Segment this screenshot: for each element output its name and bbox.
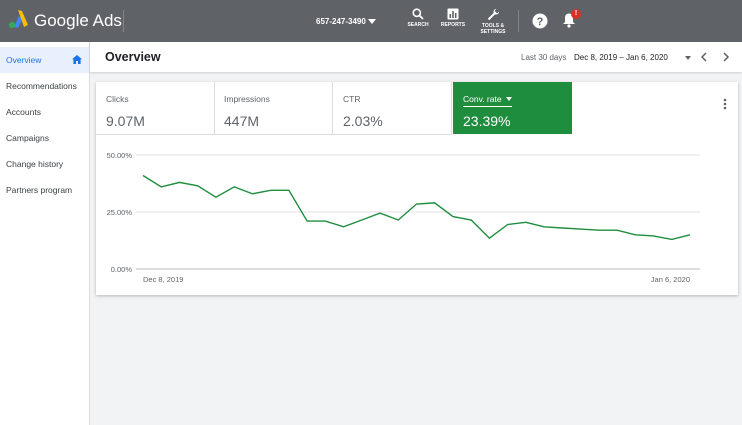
google-ads-logo-icon bbox=[8, 10, 28, 28]
metric-label: Clicks bbox=[106, 94, 129, 104]
search-icon bbox=[412, 8, 424, 20]
sidebar-item-label: Recommendations bbox=[6, 81, 77, 91]
metric-selector[interactable]: Conv. rate bbox=[463, 94, 512, 107]
sidebar-item-label: Partners program bbox=[6, 185, 73, 195]
metric-value: 23.39% bbox=[463, 113, 511, 129]
conv-rate-series-line bbox=[142, 174, 691, 241]
date-range-dropdown-icon[interactable] bbox=[685, 56, 691, 60]
metric-value: 447M bbox=[224, 113, 260, 129]
conv-rate-chart: 50.00% 25.00% 0.00% Dec 8, 2019 Jan 6, 2… bbox=[107, 151, 700, 284]
sidebar-item-label: Change history bbox=[6, 159, 64, 169]
sidebar-item-label: Accounts bbox=[6, 107, 41, 117]
x-tick-label-end: Jan 6, 2020 bbox=[651, 275, 690, 284]
sidebar-item-accounts[interactable]: Accounts bbox=[0, 99, 89, 125]
reports-label: REPORTS bbox=[440, 22, 466, 28]
x-tick-label-start: Dec 8, 2019 bbox=[143, 275, 183, 284]
sidebar-item-label: Overview bbox=[6, 55, 42, 65]
search-tool-button[interactable]: SEARCH bbox=[406, 8, 430, 28]
more-vert-icon[interactable] bbox=[723, 98, 727, 110]
page-header: Overview Last 30 days Dec 8, 2019 – Jan … bbox=[90, 42, 742, 72]
date-range-selector[interactable]: Dec 8, 2019 – Jan 6, 2020 bbox=[574, 53, 668, 62]
account-dropdown-icon[interactable] bbox=[368, 19, 376, 24]
metric-label: Impressions bbox=[224, 94, 270, 104]
sidebar-item-recommendations[interactable]: Recommendations bbox=[0, 73, 89, 99]
y-tick-label: 25.00% bbox=[107, 208, 133, 217]
metric-ctr[interactable]: CTR 2.03% bbox=[333, 82, 452, 135]
chevron-right-icon[interactable] bbox=[722, 52, 730, 62]
page-title: Overview bbox=[105, 50, 161, 64]
y-tick-label: 50.00% bbox=[107, 151, 133, 160]
metric-label: CTR bbox=[343, 94, 361, 104]
date-range-preset[interactable]: Last 30 days bbox=[521, 53, 567, 62]
reports-tool-button[interactable]: REPORTS bbox=[440, 8, 466, 28]
y-tick-label: 0.00% bbox=[111, 265, 133, 274]
sidebar-item-label: Campaigns bbox=[6, 133, 49, 143]
chevron-left-icon[interactable] bbox=[700, 52, 708, 62]
brand-name[interactable]: Google Ads bbox=[34, 11, 122, 30]
reports-icon bbox=[447, 8, 459, 20]
top-bar: Google Ads 657-247-3490 SEARCH REPORTS T… bbox=[0, 0, 742, 42]
help-icon[interactable]: ? bbox=[532, 13, 548, 29]
home-icon bbox=[72, 55, 82, 64]
metric-clicks[interactable]: Clicks 9.07M bbox=[96, 82, 215, 135]
metric-label: Conv. rate bbox=[463, 94, 502, 104]
sidebar-item-change-history[interactable]: Change history bbox=[0, 151, 89, 177]
tools-label-line1: TOOLS & bbox=[481, 23, 505, 29]
sidebar: Overview Recommendations Accounts Campai… bbox=[0, 42, 90, 425]
tools-settings-button[interactable]: TOOLS & SETTINGS bbox=[478, 8, 508, 35]
notification-badge: ! bbox=[571, 9, 581, 19]
sidebar-item-overview[interactable]: Overview bbox=[0, 47, 89, 73]
metric-value: 2.03% bbox=[343, 113, 383, 129]
tools-label-line2: SETTINGS bbox=[480, 29, 506, 35]
performance-card: Clicks 9.07M Impressions 447M CTR 2.03% … bbox=[96, 82, 738, 295]
search-label: SEARCH bbox=[407, 22, 429, 28]
metric-conv-rate[interactable]: Conv. rate 23.39% bbox=[453, 82, 572, 134]
svg-text:?: ? bbox=[537, 16, 544, 28]
metric-dropdown-icon bbox=[505, 97, 512, 101]
metric-value: 9.07M bbox=[106, 113, 145, 129]
metric-impressions[interactable]: Impressions 447M bbox=[214, 82, 333, 135]
wrench-icon bbox=[487, 8, 499, 21]
sidebar-item-campaigns[interactable]: Campaigns bbox=[0, 125, 89, 151]
divider bbox=[518, 10, 519, 32]
account-selector[interactable]: 657-247-3490 bbox=[316, 17, 366, 26]
sidebar-item-partners-program[interactable]: Partners program bbox=[0, 177, 89, 203]
divider bbox=[123, 10, 124, 32]
